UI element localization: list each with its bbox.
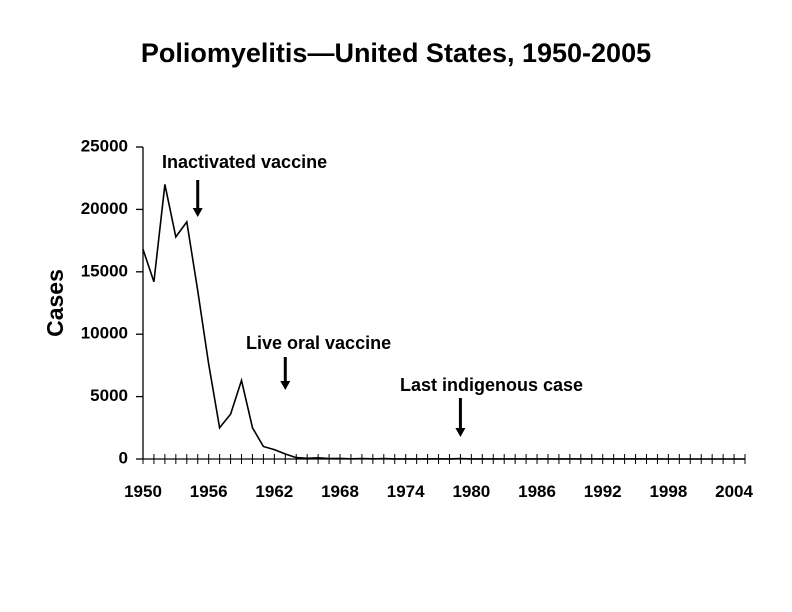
- x-tick-label: 1986: [518, 482, 556, 501]
- x-tick-label: 1974: [387, 482, 425, 501]
- x-tick-label: 1950: [124, 482, 162, 501]
- y-axis-label: Cases: [42, 269, 68, 337]
- arrowhead-icon: [280, 381, 291, 390]
- y-tick-label: 0: [119, 448, 128, 467]
- ticks: 0 5000 10000 15000 20000 25000 1950 1956 1962 196…: [81, 136, 754, 501]
- cases-series-line: [142, 184, 745, 460]
- x-tick-label: 2004: [715, 482, 753, 501]
- chart-title: Poliomyelitis—United States, 1950-2005: [140, 38, 652, 68]
- x-tick-label: 1968: [321, 482, 359, 501]
- x-tick-label: 1998: [649, 482, 687, 501]
- y-tick-label: 10000: [81, 324, 128, 343]
- y-tick-label: 25000: [81, 136, 128, 155]
- annotation-label: Last indigenous case: [400, 375, 583, 395]
- series: [142, 184, 746, 460]
- y-tick-label: 20000: [81, 199, 128, 218]
- x-tick-label: 1980: [452, 482, 490, 501]
- annotation-label: Inactivated vaccine: [162, 152, 327, 172]
- axes: [142, 147, 745, 460]
- annotation-label: Live oral vaccine: [246, 333, 391, 353]
- arrowhead-icon: [192, 208, 203, 217]
- y-tick-label: 5000: [90, 386, 128, 405]
- x-tick-label: 1956: [190, 482, 228, 501]
- x-tick-label: 1962: [255, 482, 293, 501]
- y-tick-label: 15000: [81, 261, 128, 280]
- arrowhead-icon: [455, 428, 466, 437]
- annotations: Inactivated vaccine Live oral vaccine Last…: [162, 152, 583, 437]
- x-tick-label: 1992: [584, 482, 622, 501]
